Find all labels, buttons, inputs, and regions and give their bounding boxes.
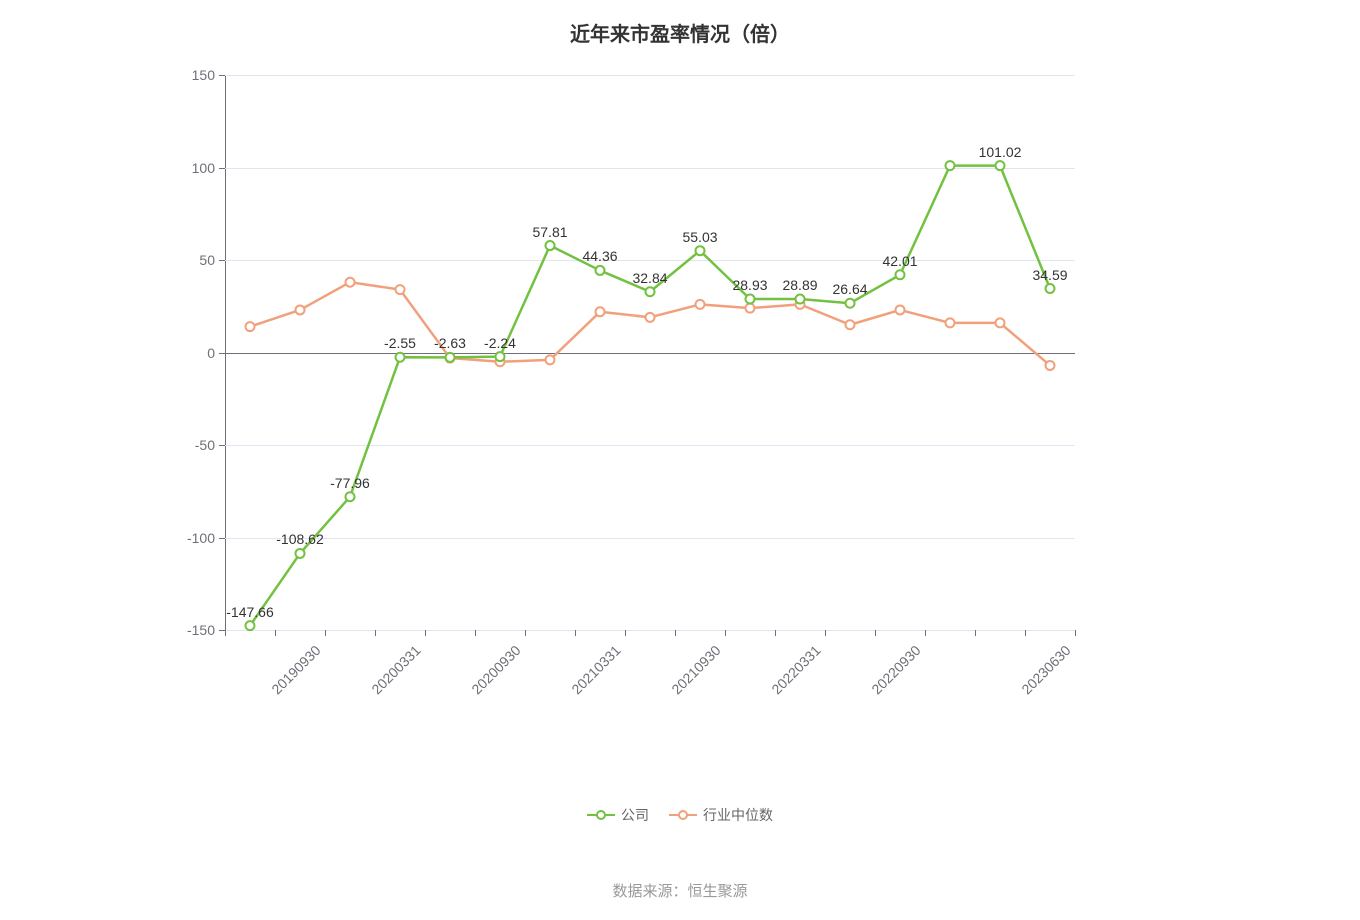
chart-title: 近年来市盈率情况（倍） xyxy=(0,18,1360,47)
y-axis-tick-label: 100 xyxy=(192,160,225,176)
plot-area: -150-100-5005010015020190930202003312020… xyxy=(225,75,1075,630)
series-marker xyxy=(346,278,355,287)
series-marker xyxy=(1046,284,1055,293)
x-axis-tick-label: 20220331 xyxy=(768,642,823,697)
legend: 公司 行业中位数 xyxy=(0,805,1360,828)
data-point-label: 44.36 xyxy=(582,248,617,264)
data-point-label: 101.02 xyxy=(979,144,1022,160)
series-line xyxy=(250,166,1050,626)
legend-item[interactable]: 公司 xyxy=(587,805,649,825)
y-axis-tick-label: 50 xyxy=(199,252,225,268)
data-point-label: 28.93 xyxy=(732,277,767,293)
series-marker xyxy=(846,299,855,308)
series-marker xyxy=(296,305,305,314)
series-marker xyxy=(646,313,655,322)
legend-label: 公司 xyxy=(621,805,649,825)
x-axis-tick-label: 20200930 xyxy=(468,642,523,697)
x-axis-tick-label: 20230630 xyxy=(1018,642,1073,697)
series-marker xyxy=(996,318,1005,327)
pe-ratio-chart: 近年来市盈率情况（倍） -150-100-5005010015020190930… xyxy=(0,0,1360,920)
data-point-label: 57.81 xyxy=(532,224,567,240)
y-axis-tick-label: 150 xyxy=(192,67,225,83)
x-axis-tick-label: 20200331 xyxy=(368,642,423,697)
y-axis-tick-label: -50 xyxy=(195,437,225,453)
data-point-label: 42.01 xyxy=(882,253,917,269)
series-marker xyxy=(496,352,505,361)
series-marker xyxy=(396,353,405,362)
series-marker xyxy=(796,295,805,304)
data-point-label: -2.55 xyxy=(384,335,416,351)
x-axis-tick-label: 20210331 xyxy=(568,642,623,697)
series-marker xyxy=(446,353,455,362)
data-point-label: 55.03 xyxy=(682,229,717,245)
series-marker xyxy=(946,161,955,170)
data-point-label: -108.62 xyxy=(276,531,323,547)
legend-label: 行业中位数 xyxy=(703,805,773,825)
series-marker xyxy=(246,322,255,331)
series-marker xyxy=(596,266,605,275)
series-marker xyxy=(896,270,905,279)
data-point-label: -77.96 xyxy=(330,475,370,491)
data-point-label: 28.89 xyxy=(782,277,817,293)
series-marker xyxy=(846,320,855,329)
data-point-label: 34.59 xyxy=(1032,267,1067,283)
series-marker xyxy=(746,304,755,313)
series-marker xyxy=(346,492,355,501)
series-marker xyxy=(696,246,705,255)
series-marker xyxy=(896,305,905,314)
legend-swatch-icon xyxy=(669,807,697,823)
data-point-label: -2.63 xyxy=(434,335,466,351)
y-axis-tick-label: -100 xyxy=(187,530,225,546)
data-point-label: 26.64 xyxy=(832,281,867,297)
data-point-label: 32.84 xyxy=(632,270,667,286)
legend-swatch-icon xyxy=(587,807,615,823)
series-marker xyxy=(546,241,555,250)
data-point-label: -2.24 xyxy=(484,335,516,351)
series-marker xyxy=(646,287,655,296)
legend-item[interactable]: 行业中位数 xyxy=(669,805,773,825)
x-axis-tick-label: 20220930 xyxy=(868,642,923,697)
series-marker xyxy=(996,161,1005,170)
y-axis-tick-label: -150 xyxy=(187,622,225,638)
series-marker xyxy=(596,307,605,316)
series-marker xyxy=(546,355,555,364)
series-marker xyxy=(246,621,255,630)
series-marker xyxy=(946,318,955,327)
series-marker xyxy=(296,549,305,558)
x-axis-tick-label: 20210930 xyxy=(668,642,723,697)
x-axis-tick-label: 20190930 xyxy=(268,642,323,697)
series-marker xyxy=(746,294,755,303)
series-marker xyxy=(696,300,705,309)
y-axis-tick-label: 0 xyxy=(207,345,225,361)
data-point-label: -147.66 xyxy=(226,604,273,620)
series-marker xyxy=(396,285,405,294)
data-source-note: 数据来源：恒生聚源 xyxy=(0,880,1360,901)
series-marker xyxy=(1046,361,1055,370)
